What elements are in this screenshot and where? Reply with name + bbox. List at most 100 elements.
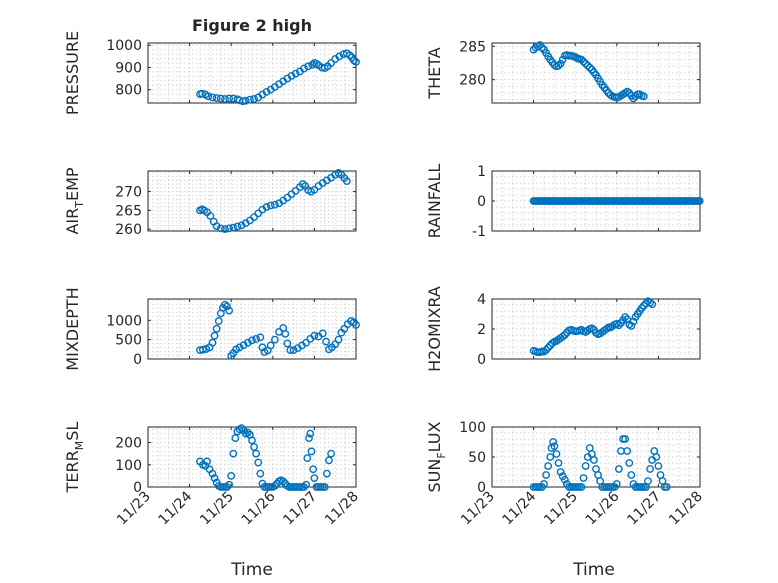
data-point: [252, 449, 261, 458]
x-tick-label: 11/25: [197, 489, 237, 529]
data-point: [199, 345, 207, 354]
y-tick-label: 0: [477, 194, 486, 210]
data-point: [556, 59, 565, 68]
data-point: [225, 480, 234, 489]
data-point: [542, 471, 550, 479]
data-point: [302, 480, 310, 489]
subplot-2: 280 285 THETA: [425, 39, 701, 104]
data-point: [270, 200, 279, 209]
data-point: [621, 435, 630, 443]
data-point: [322, 337, 330, 346]
data-point: [246, 95, 254, 104]
data-point: [579, 474, 588, 482]
data-point: [335, 52, 344, 61]
data-point: [225, 224, 234, 233]
subplot-1: 800 900 1000 PRESSURE: [63, 31, 360, 115]
data-point: [327, 449, 335, 458]
data-point: [250, 443, 258, 451]
data-point: [644, 477, 652, 485]
data-point: [270, 481, 279, 490]
data-point: [654, 462, 663, 470]
axes-box: [147, 42, 357, 104]
x-tick-label: 11/26: [583, 488, 623, 528]
data-point: [614, 465, 623, 473]
data-point: [327, 59, 335, 67]
data-point: [225, 306, 234, 315]
data-point: [229, 449, 238, 458]
y-tick-label: 1000: [106, 38, 142, 54]
data-series: [529, 197, 704, 205]
data-point: [577, 483, 586, 491]
data-point: [309, 465, 318, 474]
data-point: [204, 92, 213, 101]
data-point: [334, 335, 343, 344]
y-tick-label: 0: [133, 480, 142, 496]
data-point: [322, 469, 331, 478]
y-tick-label: 50: [468, 450, 486, 466]
data-point: [577, 55, 586, 64]
y-tick-label: 0: [477, 480, 486, 496]
data-point: [286, 346, 295, 354]
data-point: [627, 322, 636, 330]
x-tick-label: 11/24: [500, 488, 540, 528]
data-point: [289, 346, 298, 354]
y-axis-label: SUNFLUX: [425, 421, 448, 492]
x-tick-label: 11/27: [280, 489, 320, 529]
data-point: [229, 223, 238, 232]
y-axis-label: MIXDEPTH: [63, 287, 82, 370]
data-point: [637, 304, 646, 312]
data-point: [216, 94, 225, 103]
x-tick-label: 11/26: [239, 488, 279, 528]
data-point: [546, 453, 555, 461]
data-point: [248, 436, 256, 445]
data-point: [243, 338, 252, 347]
data-point: [304, 62, 313, 71]
data-point: [279, 477, 288, 486]
y-tick-label: 900: [115, 60, 142, 76]
data-point: [256, 333, 265, 342]
data-point: [554, 459, 563, 467]
data-point: [262, 87, 271, 96]
y-tick-label: 265: [115, 203, 142, 219]
data-point: [581, 59, 590, 68]
data-point: [590, 456, 598, 464]
data-point: [583, 61, 592, 70]
data-point: [206, 212, 215, 220]
data-point: [639, 92, 648, 101]
y-tick-label: 1: [477, 164, 486, 180]
data-point: [560, 331, 569, 339]
xlabel-right: Time: [572, 560, 615, 580]
data-point: [287, 71, 296, 80]
xlabel-left: Time: [230, 560, 273, 580]
x-tick-label: 11/27: [624, 489, 664, 529]
data-point: [266, 201, 275, 210]
y-tick-label: 270: [115, 185, 142, 201]
data-point: [203, 457, 211, 466]
y-tick-label: 500: [115, 333, 142, 349]
data-point: [198, 89, 206, 98]
data-point: [614, 321, 623, 330]
data-point: [262, 203, 271, 211]
data-point: [303, 454, 312, 463]
data-point: [549, 438, 558, 446]
y-tick-label: 800: [115, 83, 142, 99]
data-point: [556, 468, 565, 476]
data-point: [223, 302, 231, 311]
data-point: [695, 197, 704, 205]
data-point: [550, 442, 559, 451]
data-point: [208, 338, 217, 347]
data-point: [239, 341, 248, 349]
y-tick-label: 0: [133, 352, 142, 368]
data-series: [529, 435, 671, 491]
data-point: [639, 301, 648, 310]
data-point: [221, 95, 229, 103]
data-point: [554, 61, 563, 70]
data-point: [221, 225, 229, 234]
y-axis-label: H2OMIXRA: [425, 286, 444, 372]
data-point: [544, 462, 553, 470]
data-point: [250, 95, 258, 103]
data-point: [306, 429, 315, 438]
data-series: [529, 41, 648, 103]
data-point: [266, 341, 275, 350]
